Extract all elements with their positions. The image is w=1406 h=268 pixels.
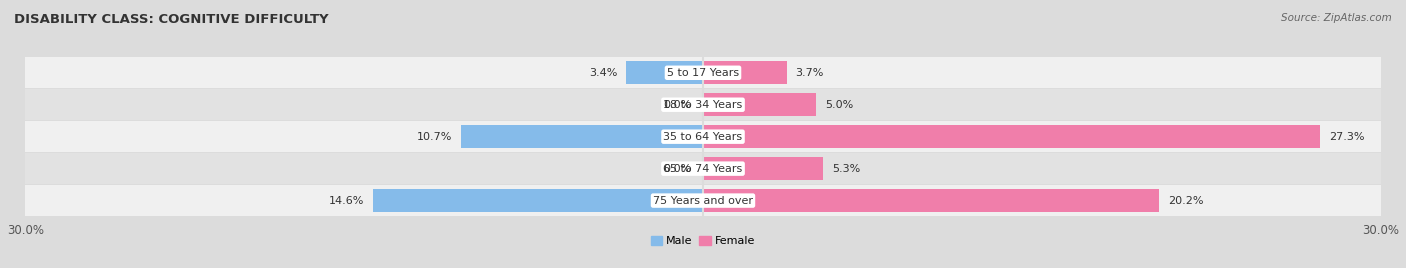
Text: 5 to 17 Years: 5 to 17 Years: [666, 68, 740, 78]
Text: 0.0%: 0.0%: [664, 100, 692, 110]
Bar: [703, 157, 823, 180]
Bar: [25, 121, 1381, 152]
Bar: [703, 189, 1160, 212]
Legend: Male, Female: Male, Female: [647, 232, 759, 251]
Text: 27.3%: 27.3%: [1329, 132, 1364, 142]
Text: 75 Years and over: 75 Years and over: [652, 196, 754, 206]
Text: 0.0%: 0.0%: [664, 164, 692, 174]
Bar: [703, 125, 1320, 148]
Bar: [25, 153, 1381, 184]
Bar: [703, 61, 786, 84]
Text: 10.7%: 10.7%: [418, 132, 453, 142]
Text: 18 to 34 Years: 18 to 34 Years: [664, 100, 742, 110]
Bar: [25, 89, 1381, 120]
Bar: [25, 185, 1381, 216]
Text: DISABILITY CLASS: COGNITIVE DIFFICULTY: DISABILITY CLASS: COGNITIVE DIFFICULTY: [14, 13, 329, 27]
Text: Source: ZipAtlas.com: Source: ZipAtlas.com: [1281, 13, 1392, 23]
Text: 5.3%: 5.3%: [832, 164, 860, 174]
Text: 65 to 74 Years: 65 to 74 Years: [664, 164, 742, 174]
Bar: [25, 57, 1381, 88]
Bar: [461, 125, 703, 148]
Text: 20.2%: 20.2%: [1168, 196, 1204, 206]
Bar: [703, 93, 815, 116]
Bar: [626, 61, 703, 84]
Text: 3.4%: 3.4%: [589, 68, 617, 78]
Text: 35 to 64 Years: 35 to 64 Years: [664, 132, 742, 142]
Text: 5.0%: 5.0%: [825, 100, 853, 110]
Text: 14.6%: 14.6%: [329, 196, 364, 206]
Text: 3.7%: 3.7%: [796, 68, 824, 78]
Bar: [373, 189, 703, 212]
